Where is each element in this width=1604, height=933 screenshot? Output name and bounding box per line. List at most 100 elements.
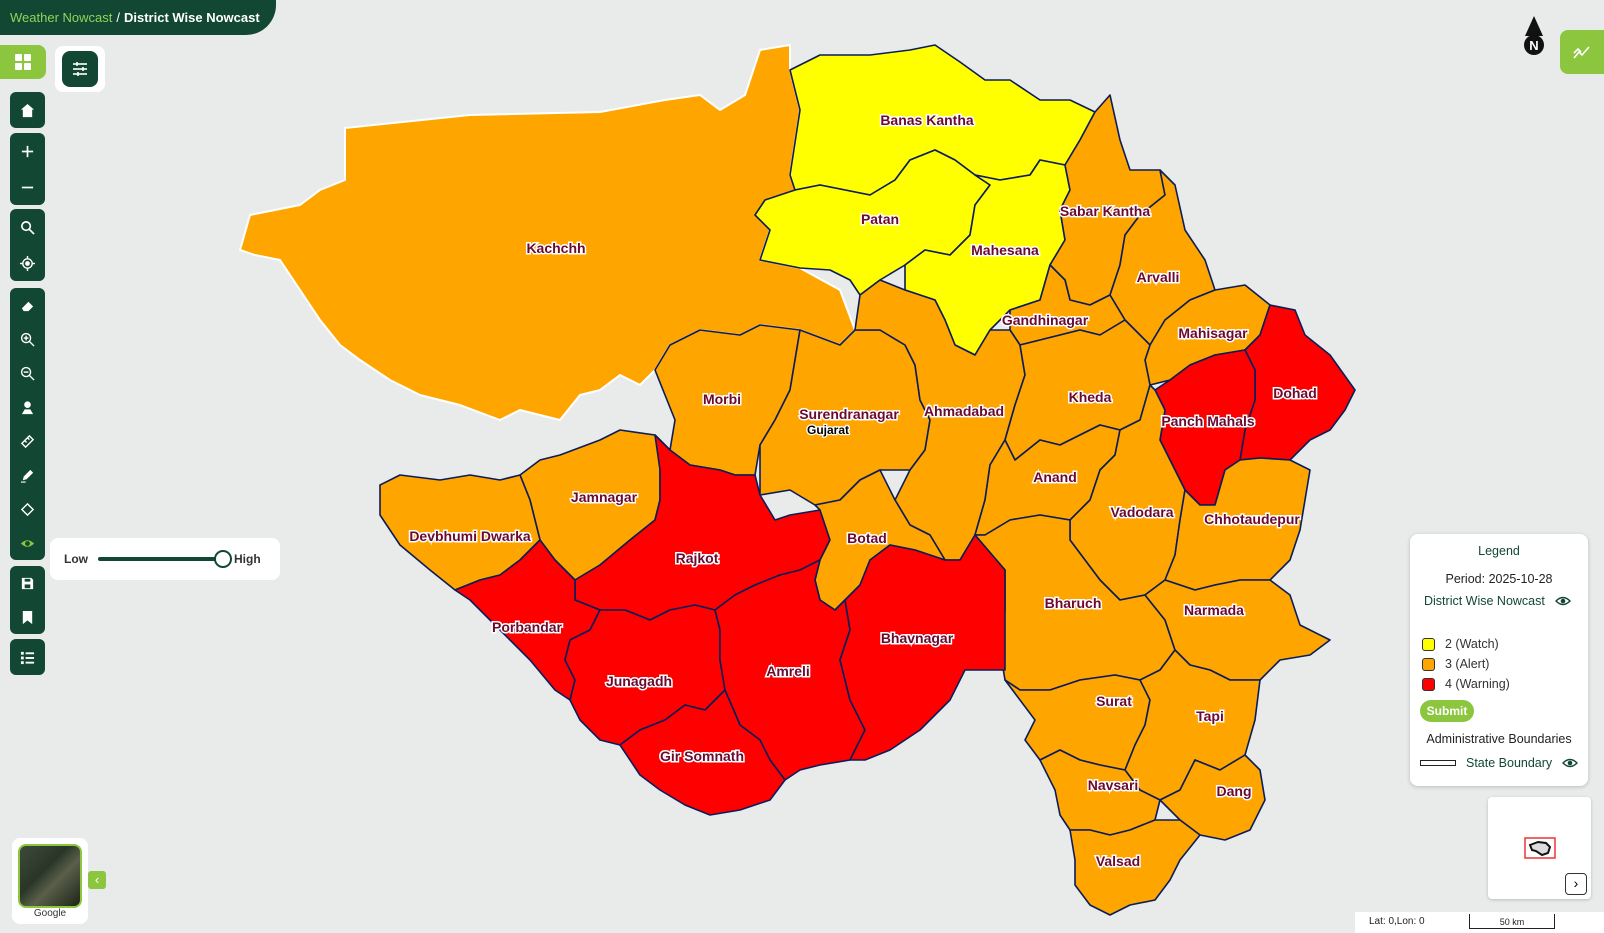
opacity-slider-panel: Low High [50, 538, 280, 580]
legend-period: Period: 2025-10-28 [1445, 572, 1553, 586]
district-dang[interactable] [1159, 754, 1266, 841]
district-surat[interactable] [1004, 674, 1151, 771]
zoom-in-button[interactable] [10, 133, 45, 169]
zoom-box-in-button[interactable] [10, 322, 45, 356]
toolbar-list-group [10, 639, 45, 675]
legend-item-label: 4 (Warning) [1445, 677, 1510, 691]
home-icon [20, 103, 35, 117]
minus-icon [21, 186, 34, 188]
legend-layer-row: District Wise Nowcast [1424, 594, 1588, 608]
sliders-icon [73, 62, 87, 76]
district-label: Surendranagar [799, 406, 899, 422]
district-label: Bharuch [1045, 595, 1102, 611]
district-polygons [239, 44, 1356, 916]
save-icon [21, 577, 34, 589]
basemap-collapse-button[interactable]: ‹ [88, 871, 106, 889]
draw-button[interactable] [10, 458, 45, 492]
breadcrumb-separator: / [116, 10, 120, 25]
district-label: Ahmadabad [924, 403, 1004, 419]
locate-icon [20, 255, 35, 271]
district-label: Mahesana [971, 242, 1039, 258]
district-label: Bhavnagar [881, 630, 954, 646]
opacity-slider[interactable] [98, 550, 232, 568]
bookmark-button[interactable] [10, 600, 45, 634]
basemap-switcher[interactable]: Google [12, 838, 88, 924]
eye-icon[interactable] [1554, 595, 1571, 607]
toolbar-home-group [10, 92, 45, 128]
breadcrumb-parent[interactable]: Weather Nowcast [10, 10, 113, 25]
district-label: Gandhinagar [1002, 312, 1089, 328]
home-button[interactable] [10, 92, 45, 128]
district-label: Anand [1033, 469, 1077, 485]
zoom-in-icon [20, 332, 35, 347]
toolbar-save-group [10, 566, 45, 634]
district-valsad[interactable] [1069, 819, 1201, 916]
minimap-toggle-button[interactable]: › [1565, 873, 1587, 895]
slider-handle[interactable] [214, 550, 232, 568]
state-label: Gujarat [807, 423, 849, 437]
district-gir-somnath[interactable] [619, 689, 786, 816]
district-label: Mahisagar [1178, 325, 1248, 341]
state-boundary-row: State Boundary [1420, 756, 1588, 770]
slider-low-label: Low [64, 552, 88, 566]
district-label: Surat [1096, 693, 1132, 709]
legend-swatch [1422, 657, 1435, 671]
pen-icon [20, 469, 34, 483]
overview-minimap[interactable]: › [1488, 797, 1591, 899]
district-label: Dang [1217, 783, 1252, 799]
toolbar-draw-group [10, 288, 45, 560]
district-bhavnagar[interactable] [839, 534, 1006, 761]
zoom-box-out-button[interactable] [10, 356, 45, 390]
district-label: Banas Kantha [880, 112, 974, 128]
locate-button[interactable] [10, 245, 45, 281]
district-label: Panch Mahals [1161, 413, 1255, 429]
submit-button[interactable]: Submit [1420, 700, 1474, 722]
visibility-button[interactable] [10, 526, 45, 560]
chevron-right-icon: › [1573, 875, 1579, 891]
district-label: Kheda [1069, 389, 1112, 405]
analytics-panel-button[interactable] [1560, 30, 1604, 74]
slider-high-label: High [234, 552, 261, 566]
district-label: Junagadh [606, 673, 672, 689]
district-label: Rajkot [676, 550, 719, 566]
district-label: Chhotaudepur [1204, 511, 1300, 527]
north-arrow-icon: N [1524, 16, 1544, 55]
layout-toggle-button[interactable] [0, 45, 46, 79]
search-button[interactable] [10, 209, 45, 245]
eye-icon [20, 539, 35, 547]
erase-button[interactable] [10, 288, 45, 322]
zoom-out-button[interactable] [10, 169, 45, 205]
district-label: Dohad [1273, 385, 1317, 401]
compass-label: N [1529, 38, 1538, 53]
district-label: Narmada [1184, 602, 1244, 618]
plus-icon [21, 145, 34, 157]
chevron-left-icon: ‹ [94, 872, 100, 887]
filter-button[interactable] [62, 51, 98, 87]
basemap-thumbnail[interactable] [18, 844, 82, 908]
district-label: Gir Somnath [660, 748, 744, 764]
layer-list-button[interactable] [10, 639, 45, 675]
scale-bar: 50 km [1469, 914, 1555, 929]
district-label: Jamnagar [571, 489, 638, 505]
district-label: Amreli [766, 663, 810, 679]
eye-icon[interactable] [1562, 757, 1579, 769]
measure-button[interactable] [10, 424, 45, 458]
select-button[interactable] [10, 492, 45, 526]
legend-layer-name: District Wise Nowcast [1424, 594, 1545, 608]
state-boundary-swatch [1420, 760, 1456, 766]
legend-panel: Legend Period: 2025-10-28 District Wise … [1410, 534, 1588, 786]
legend-item: 4 (Warning) [1422, 674, 1588, 694]
district-narmada[interactable] [1144, 579, 1331, 681]
save-button[interactable] [10, 566, 45, 600]
state-boundary-label: State Boundary [1466, 756, 1553, 770]
district-label: Valsad [1096, 853, 1140, 869]
district-label: Morbi [703, 391, 741, 407]
bookmark-icon [22, 610, 33, 624]
district-labels: Banas Kantha Patan Mahesana Sabar Kantha Kac… [408, 111, 1318, 871]
district-label: Kachchh [526, 240, 585, 256]
legend-items: 2 (Watch) 3 (Alert) 4 (Warning) [1422, 634, 1588, 694]
target-icon [20, 502, 35, 516]
marker-button[interactable] [10, 390, 45, 424]
chart-trend-icon [1573, 46, 1590, 59]
